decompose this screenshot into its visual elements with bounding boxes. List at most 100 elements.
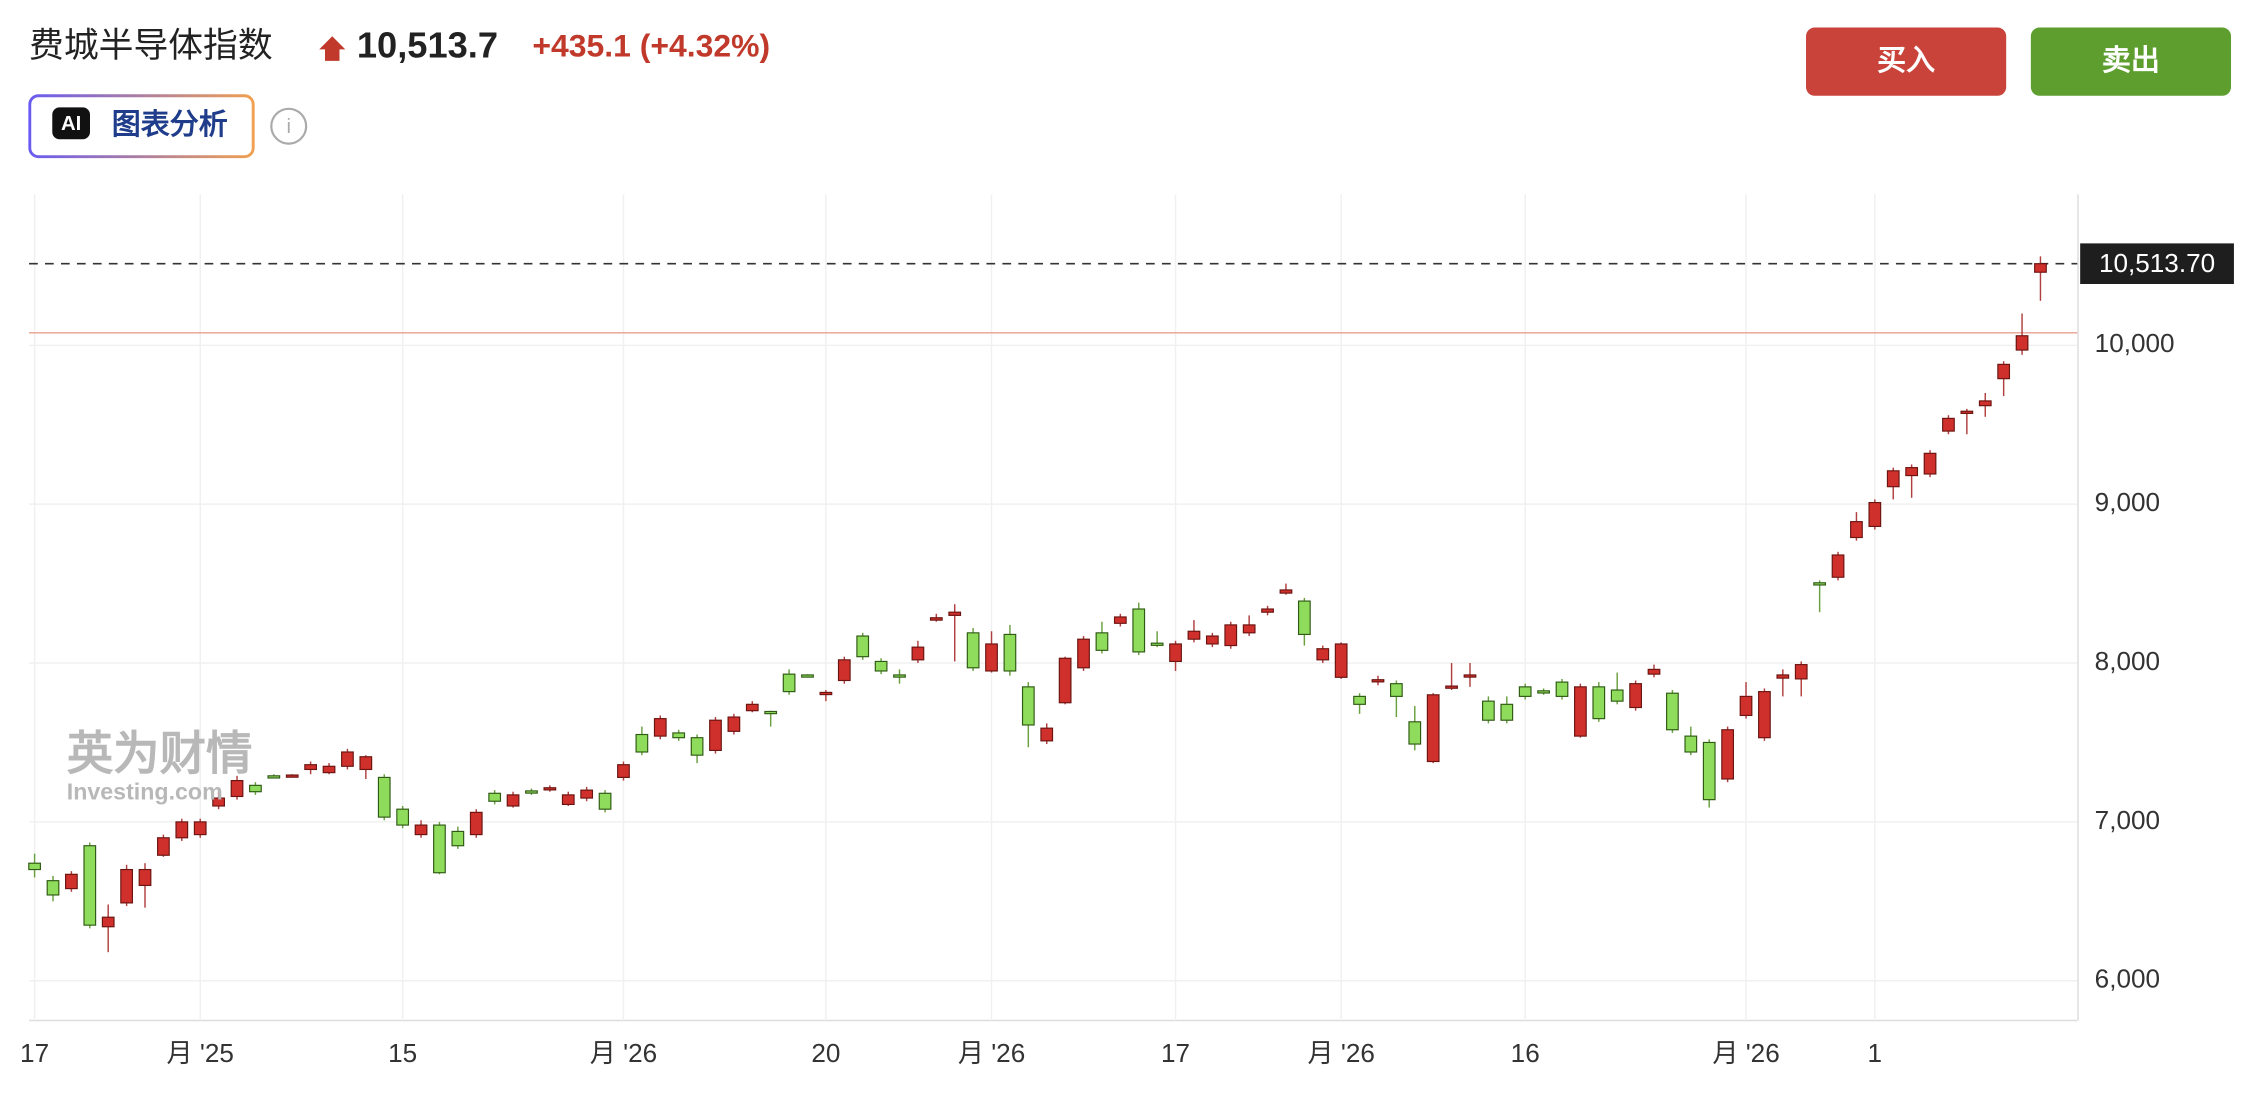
candle-body: [782, 673, 796, 693]
candle-body: [561, 794, 575, 805]
candle-body: [1610, 689, 1624, 702]
candle-body: [653, 718, 667, 737]
candle-body: [359, 756, 373, 771]
candle-body: [525, 790, 538, 794]
candle-body: [1316, 648, 1330, 661]
candle-body: [414, 824, 428, 836]
x-tick-label: 20: [811, 1038, 840, 1068]
candle-body: [929, 617, 943, 621]
candle-body: [1150, 642, 1164, 646]
candle-body: [230, 780, 244, 798]
candle-body: [1813, 582, 1827, 586]
candle-body: [1684, 735, 1698, 753]
candle-body: [396, 808, 410, 826]
candle-body: [1886, 470, 1900, 488]
x-tick-label: 月 '26: [590, 1038, 657, 1068]
candle-body: [1758, 691, 1771, 739]
candle-body: [911, 646, 925, 661]
y-tick-label: 6,000: [2095, 964, 2160, 994]
candle-body: [1463, 674, 1477, 678]
y-tick-label: 7,000: [2095, 805, 2160, 835]
candle-body: [1537, 690, 1550, 694]
x-tick-label: 17: [20, 1038, 49, 1068]
candle-body: [1334, 643, 1348, 678]
candle-body: [1942, 417, 1955, 432]
x-tick-label: 月 '26: [1712, 1038, 1779, 1068]
candle-body: [1905, 467, 1919, 477]
candle-body: [1721, 729, 1735, 780]
candle-body: [1592, 686, 1606, 720]
candle-body: [1058, 657, 1072, 704]
candle-body: [837, 659, 851, 682]
candle-body: [1113, 616, 1127, 624]
candle-body: [1702, 741, 1716, 801]
x-tick-label: 月 '26: [958, 1038, 1025, 1068]
candle-body: [212, 797, 225, 807]
candle-body: [157, 837, 170, 856]
y-tick-label: 9,000: [2095, 487, 2160, 517]
candle-body: [672, 732, 686, 739]
x-tick-label: 15: [388, 1038, 417, 1068]
candle-body: [1389, 683, 1403, 697]
candle-body: [488, 792, 502, 802]
candle-body: [451, 830, 465, 847]
last-price-box: [2080, 243, 2234, 284]
candle-body: [120, 868, 133, 904]
candle-body: [83, 845, 97, 926]
candle-body: [1500, 703, 1514, 721]
candle-body: [598, 792, 612, 810]
candle-body: [193, 821, 207, 836]
candle-body: [1242, 624, 1256, 634]
candle-body: [1205, 635, 1219, 645]
candle-body: [1831, 554, 1845, 578]
candle-body: [1297, 600, 1311, 636]
up-arrow: [319, 36, 346, 61]
candle-body: [1187, 630, 1201, 640]
plot: 6,000 7,000 8,000 9,000 10,000 17 月 '25 15 月 '26…: [20, 194, 2234, 1068]
candle-body: [1518, 686, 1532, 697]
price: 10,513.7: [357, 24, 498, 65]
candle-body: [101, 916, 115, 928]
candle-body: [1021, 686, 1035, 726]
candle-body: [1169, 643, 1182, 663]
watermark-sub: Investing.com: [67, 779, 223, 805]
sell-button[interactable]: [2030, 27, 2232, 96]
candle-body: [1040, 727, 1054, 742]
candle-body: [948, 611, 962, 616]
buy-label: 买入: [1877, 45, 1935, 77]
candle-body: [1482, 700, 1495, 721]
x-tick-label: 1: [1868, 1038, 1883, 1068]
candle-body: [1868, 501, 1882, 527]
candle-body: [1960, 410, 1974, 414]
ai-label: 图表分析: [112, 108, 228, 141]
info-glyph: i: [286, 116, 291, 138]
candle-body: [1132, 608, 1146, 653]
candle-body: [175, 821, 189, 839]
watermark: 英为财情: [67, 727, 253, 779]
candle-body: [690, 737, 704, 756]
candle-body: [801, 674, 814, 678]
buy-button[interactable]: [1806, 27, 2007, 96]
candle-body: [1555, 681, 1569, 697]
candle-body: [1224, 624, 1238, 647]
sell-label: 卖出: [2102, 44, 2160, 77]
candle-body: [1261, 608, 1274, 613]
candle-body: [506, 794, 520, 807]
candle-body: [1445, 685, 1458, 689]
candle-body: [819, 691, 833, 696]
last-price-label: 10,513.70: [2099, 248, 2215, 278]
change: +435.1 (+4.32%): [532, 27, 770, 63]
candle-body: [285, 774, 299, 778]
candle-body: [377, 776, 391, 818]
info-icon[interactable]: [270, 107, 308, 145]
candle-body: [249, 784, 262, 793]
candle-body: [1647, 668, 1661, 675]
candle-body: [267, 775, 281, 779]
ai-icon: [52, 107, 90, 140]
candle-body: [46, 880, 60, 896]
candle-body: [1574, 686, 1587, 737]
candle-body: [1776, 674, 1790, 679]
candle-body: [28, 862, 41, 871]
candle-body: [341, 751, 354, 767]
candle-body: [617, 764, 630, 778]
